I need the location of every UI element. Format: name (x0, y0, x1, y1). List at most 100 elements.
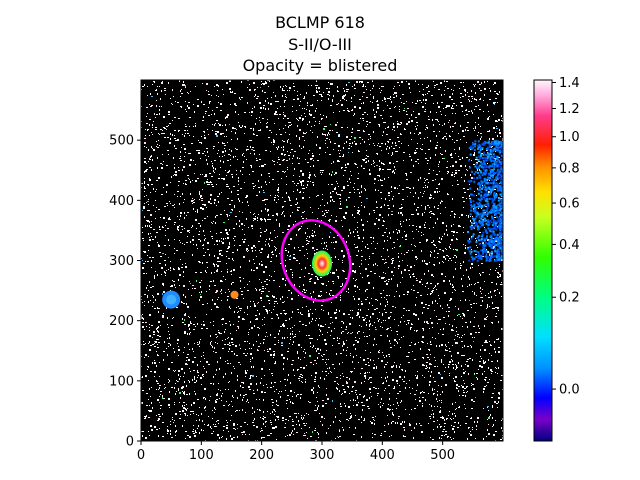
noise-pixel (152, 429, 153, 431)
noise-pixel (323, 92, 324, 93)
noise-pixel (441, 438, 442, 439)
noise-pixel (398, 418, 399, 419)
noise-pixel (270, 433, 272, 434)
noise-pixel (488, 293, 489, 294)
noise-pixel (306, 187, 307, 188)
noise-pixel (211, 184, 213, 185)
noise-pixel (439, 171, 440, 172)
noise-pixel (227, 363, 229, 364)
noise-pixel (273, 142, 275, 143)
noise-pixel (488, 191, 490, 193)
noise-pixel (286, 160, 288, 161)
noise-pixel (376, 344, 377, 345)
noise-pixel (400, 321, 401, 323)
noise-pixel (424, 377, 425, 378)
noise-pixel (267, 349, 268, 350)
noise-pixel (288, 290, 290, 291)
noise-pixel (366, 315, 368, 316)
noise-pixel (308, 414, 309, 415)
noise-pixel (270, 151, 271, 152)
noise-pixel (327, 398, 329, 400)
noise-pixel (385, 388, 386, 389)
noise-pixel (319, 91, 320, 92)
noise-pixel (159, 145, 160, 146)
noise-pixel (242, 239, 243, 240)
noise-pixel (309, 172, 310, 173)
noise-pixel (381, 163, 383, 164)
noise-pixel (370, 421, 371, 422)
noise-pixel (220, 133, 222, 135)
noise-pixel (274, 344, 276, 345)
noise-pixel (266, 332, 267, 333)
noise-pixel (204, 151, 205, 152)
noise-pixel (367, 297, 368, 298)
noise-pixel (189, 368, 190, 369)
noise-pixel (218, 102, 219, 103)
noise-pixel (280, 298, 281, 300)
noise-pixel (369, 329, 370, 330)
noise-pixel (349, 178, 350, 180)
noise-pixel (432, 301, 433, 302)
noise-pixel (401, 317, 402, 318)
noise-pixel (149, 167, 151, 168)
noise-pixel (226, 438, 227, 440)
noise-pixel (319, 94, 321, 95)
noise-pixel (313, 95, 315, 96)
noise-pixel (315, 110, 316, 112)
noise-pixel (228, 405, 229, 406)
noise-pixel (209, 184, 210, 185)
noise-pixel (396, 95, 397, 97)
noise-pixel (441, 94, 442, 96)
noise-pixel (218, 150, 219, 151)
noise-pixel (239, 245, 241, 246)
noise-pixel (497, 94, 499, 95)
noise-pixel (270, 413, 271, 414)
noise-pixel (302, 173, 303, 175)
noise-pixel (466, 361, 468, 362)
noise-pixel (337, 383, 338, 384)
noise-pixel (292, 111, 293, 112)
noise-pixel (346, 382, 348, 384)
noise-pixel (167, 137, 169, 138)
noise-pixel (238, 326, 239, 328)
noise-pixel (452, 345, 453, 346)
noise-pixel (194, 391, 195, 392)
noise-pixel (372, 433, 373, 434)
noise-pixel (155, 211, 156, 212)
noise-pixel (303, 284, 304, 286)
noise-pixel (361, 368, 363, 369)
noise-pixel (216, 394, 218, 396)
noise-pixel (304, 425, 305, 426)
noise-pixel (383, 221, 385, 222)
noise-pixel (327, 249, 328, 250)
noise-pixel (249, 434, 250, 435)
noise-pixel (253, 344, 254, 346)
noise-pixel (174, 194, 175, 195)
noise-pixel (489, 274, 490, 275)
noise-pixel (147, 129, 149, 130)
noise-pixel (400, 221, 401, 222)
noise-pixel (340, 297, 341, 298)
noise-pixel (190, 283, 191, 284)
noise-pixel (164, 260, 166, 261)
noise-pixel (214, 264, 215, 266)
noise-pixel (385, 101, 386, 102)
noise-pixel (499, 292, 500, 294)
noise-pixel (183, 202, 184, 203)
noise-pixel (443, 256, 445, 258)
noise-pixel (411, 244, 412, 245)
noise-pixel (454, 216, 455, 218)
noise-pixel (184, 347, 185, 348)
noise-pixel (455, 122, 456, 124)
noise-pixel (143, 208, 145, 209)
noise-pixel (213, 351, 214, 352)
noise-pixel (235, 105, 237, 106)
noise-pixel (286, 403, 287, 404)
noise-pixel (473, 84, 474, 85)
noise-pixel (399, 193, 400, 194)
noise-pixel (441, 377, 443, 379)
noise-pixel (202, 83, 203, 84)
noise-pixel (245, 355, 247, 356)
noise-pixel (189, 179, 190, 180)
noise-pixel (317, 348, 319, 350)
